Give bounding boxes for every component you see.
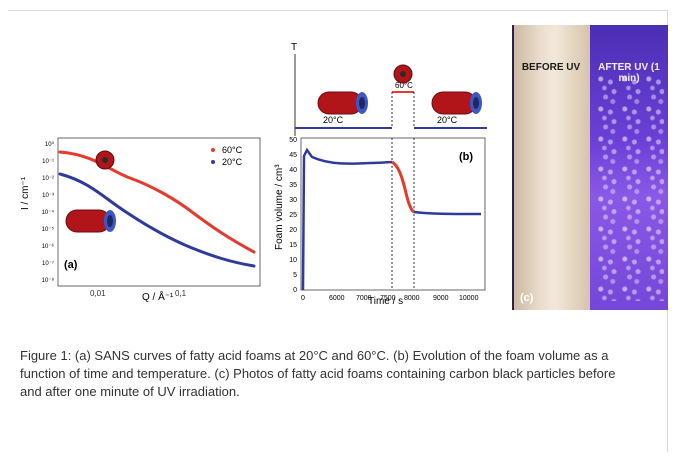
temp-axis-label: T (291, 42, 297, 53)
panel-b-ytick-10: 50 (289, 137, 297, 144)
panel-c-label: (c) (520, 292, 534, 304)
panel-a-ytick-3: 10⁻³ (42, 193, 54, 199)
panel-b-xticks: 0 6000 7000 7500 8000 9000 10000 (301, 295, 479, 302)
legend-label-60c: 60°C (222, 145, 243, 155)
photo-after-label: AFTER UV (1 min) (598, 62, 660, 84)
cylinder-particle-icon-b-right (431, 91, 482, 115)
panel-a-ytick-1: 10⁻¹ (42, 159, 54, 165)
panel-b-xtick-3: 7500 (380, 295, 396, 302)
panel-b-xtick-2: 7000 (356, 295, 372, 302)
panel-a-ytick-0: 10⁰ (45, 141, 55, 148)
panel-a-ylabel: I / cm⁻¹ (20, 176, 31, 210)
panel-a-axes (57, 137, 261, 287)
panel-a-xtick-1: 0,1 (175, 289, 187, 298)
panel-a-ytick-7: 10⁻⁷ (42, 260, 54, 267)
foam-volume-curve-red (391, 160, 415, 214)
panel-b-ytick-2: 10 (289, 257, 297, 264)
panel-b-yticks: 0 5 10 15 20 25 30 35 40 45 50 (289, 137, 297, 294)
panel-a-xlabel: Q / Å⁻¹ (142, 290, 174, 303)
curve-60c (58, 150, 256, 254)
foam-bubbles-texture (596, 76, 664, 301)
panel-b-xtick-6: 10000 (459, 295, 479, 302)
panel-a-xtick-0: 0,01 (90, 289, 106, 298)
panel-a-ytick-5: 10⁻⁵ (42, 226, 55, 233)
panel-b-ytick-6: 30 (289, 197, 297, 204)
temp-label-60c: 60°C (395, 81, 413, 90)
figure-caption: Figure 1: (a) SANS curves of fatty acid … (20, 348, 616, 399)
photo-before-uv (512, 25, 590, 310)
panel-b-ytick-4: 20 (289, 227, 297, 234)
panel-a-ytick-4: 10⁻⁴ (42, 209, 55, 216)
panel-b-ytick-0: 0 (293, 287, 297, 294)
panel-b-xtick-5: 9000 (433, 295, 449, 302)
panel-b-ytick-1: 5 (293, 272, 297, 279)
curve-20c (58, 172, 256, 268)
panel-b-ytick-7: 35 (289, 182, 297, 189)
photo-before-label: BEFORE UV (521, 62, 581, 73)
sphere-core-icon (102, 157, 108, 163)
panel-a-ytick-8: 10⁻⁸ (42, 277, 55, 284)
panel-b-ytick-3: 15 (289, 242, 297, 249)
panel-b-xtick-4: 8000 (404, 295, 420, 302)
panel-b-xtick-0: 0 (301, 295, 305, 302)
legend-marker-60c (211, 148, 215, 152)
cylinder-particle-icon-a (65, 209, 116, 233)
cylinder-particle-icon-b-left (317, 91, 368, 115)
legend-marker-20c (211, 160, 215, 164)
sphere-core-icon-b (400, 71, 406, 77)
panel-a-label: (a) (64, 259, 78, 271)
panel-a-ytick-2: 10⁻² (42, 176, 54, 182)
panel-b-ytick-5: 25 (289, 212, 297, 219)
panel-a-yticks: 10⁰ 10⁻¹ 10⁻² 10⁻³ 10⁻⁴ 10⁻⁵ 10⁻⁶ 10⁻⁷ 1… (42, 141, 55, 284)
panel-b-xtick-1: 6000 (329, 295, 345, 302)
photo-divider (512, 25, 514, 310)
foam-volume-curve-blue-1 (301, 147, 393, 291)
panel-b-ylabel: Foam volume / cm³ (274, 164, 285, 250)
panel-b-ytick-8: 40 (289, 167, 297, 174)
panel-b-axes (300, 137, 486, 291)
panel-b-ytick-9: 45 (289, 152, 297, 159)
legend-label-20c: 20°C (222, 157, 243, 167)
panel-b-label: (b) (459, 151, 473, 163)
temp-label-20c-right: 20°C (437, 115, 458, 125)
foam-volume-curve-blue-2 (413, 210, 482, 216)
temp-label-20c-left: 20°C (323, 115, 344, 125)
panel-a-ytick-6: 10⁻⁶ (42, 243, 55, 250)
panel-b-xlabel: Time / s (368, 296, 403, 307)
